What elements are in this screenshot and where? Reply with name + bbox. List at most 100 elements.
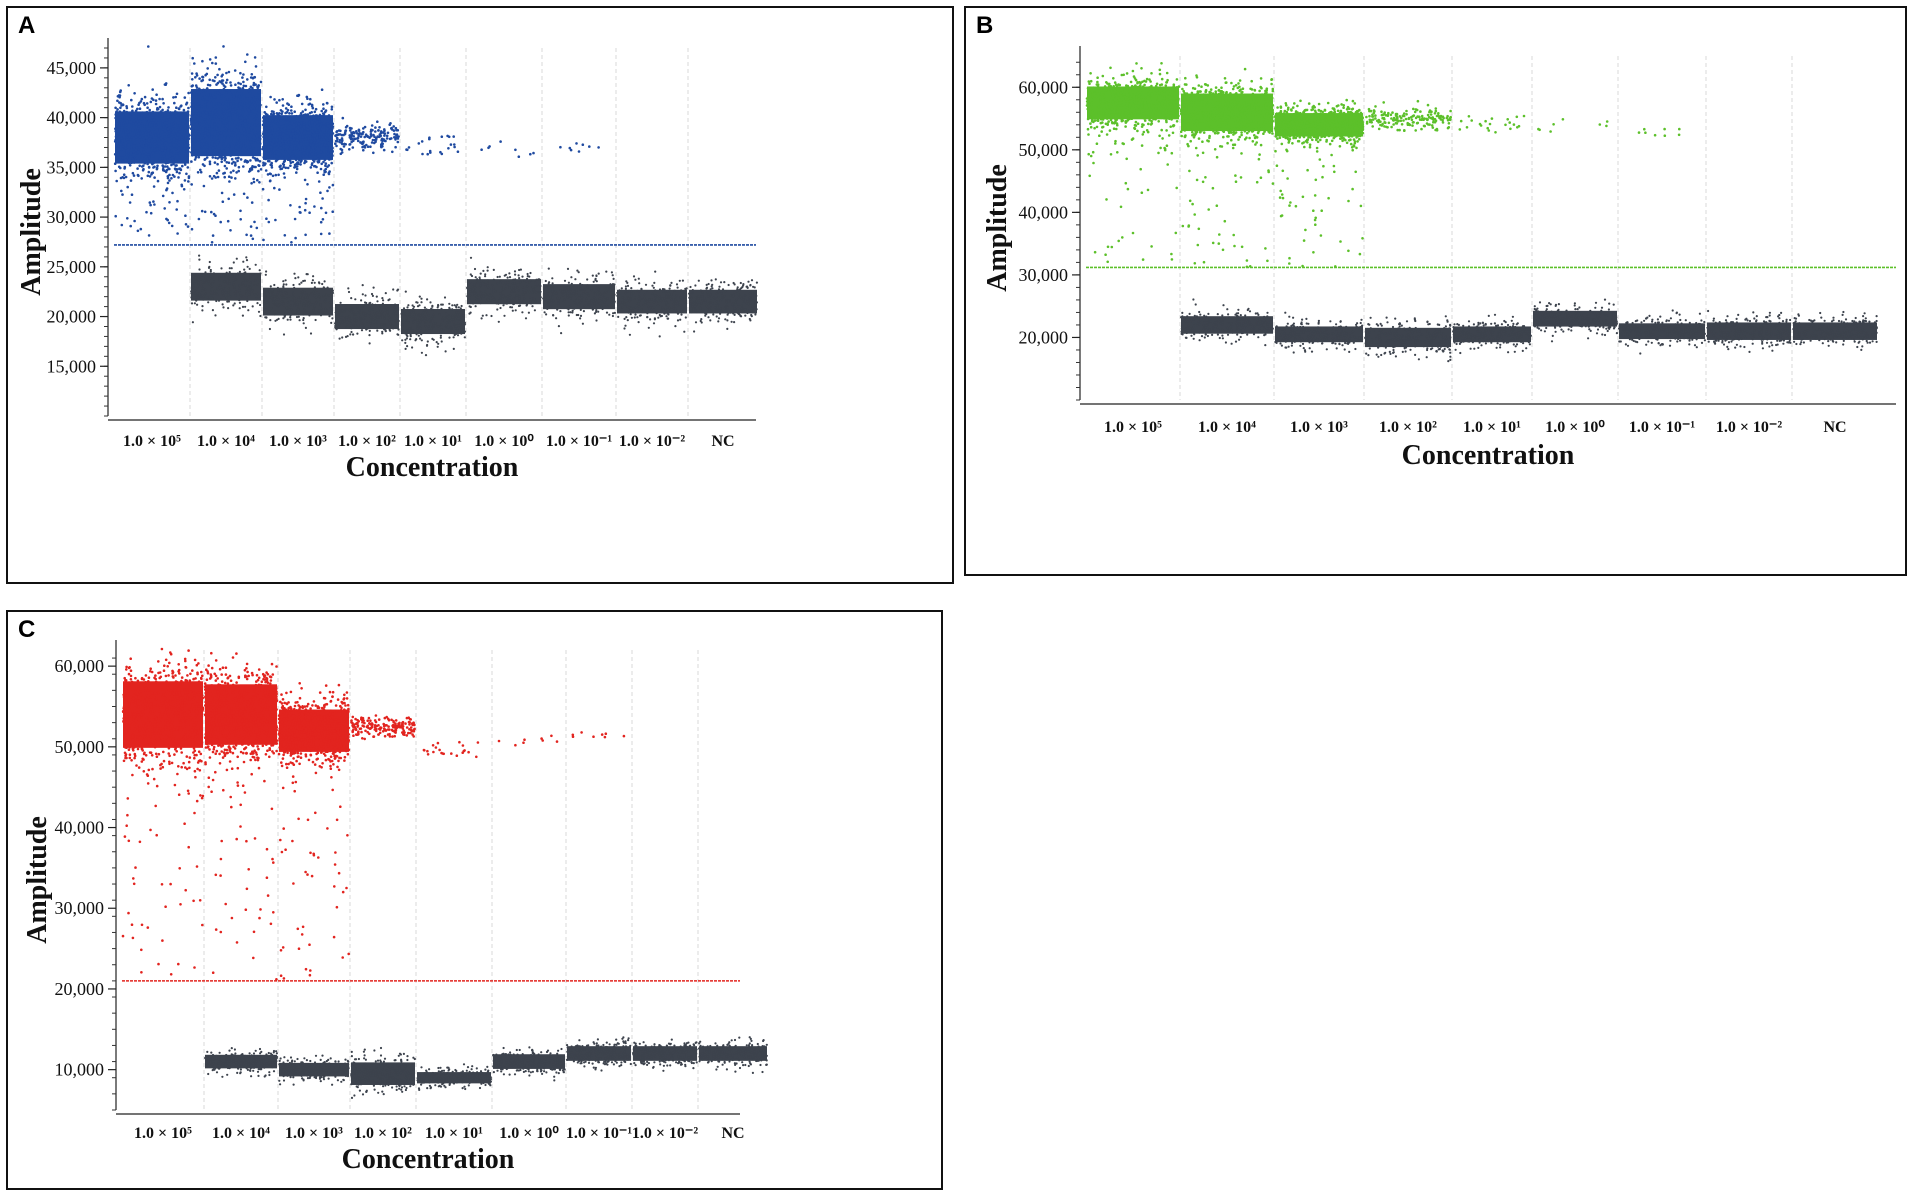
positive-droplet: [148, 156, 151, 160]
positive-droplet: [304, 201, 307, 205]
positive-droplet: [246, 196, 249, 199]
positive-droplet: [115, 134, 119, 137]
negative-droplet: [434, 322, 437, 325]
positive-droplet: [394, 126, 398, 130]
negative-droplet: [295, 315, 299, 319]
positive-droplet: [306, 152, 310, 156]
positive-droplet: [179, 142, 183, 146]
positive-droplet: [373, 135, 376, 138]
negative-droplet: [341, 336, 344, 339]
positive-droplet: [168, 143, 172, 147]
positive-droplet: [268, 179, 272, 183]
negative-droplet: [572, 288, 575, 291]
negative-droplet: [221, 290, 224, 293]
negative-droplet: [638, 293, 641, 296]
negative-droplet: [619, 301, 622, 304]
positive-droplet: [303, 149, 306, 152]
positive-droplet: [559, 145, 562, 149]
positive-droplet: [215, 105, 219, 109]
positive-droplet: [191, 106, 195, 109]
positive-droplet: [301, 116, 304, 120]
negative-droplet: [604, 290, 607, 293]
negative-droplet: [360, 329, 364, 332]
positive-droplet: [134, 109, 138, 113]
positive-droplet: [339, 147, 343, 151]
negative-droplet: [422, 310, 425, 314]
positive-droplet: [243, 101, 246, 105]
positive-droplet: [200, 136, 203, 139]
negative-droplet: [265, 270, 268, 273]
positive-droplet: [246, 118, 250, 121]
positive-droplet: [241, 76, 244, 79]
positive-droplet: [152, 185, 156, 188]
positive-droplet: [308, 120, 311, 124]
negative-droplet: [243, 277, 246, 280]
positive-droplet: [192, 125, 196, 129]
positive-droplet: [126, 185, 129, 189]
positive-droplet: [281, 162, 285, 166]
positive-droplet: [325, 148, 328, 151]
negative-droplet: [246, 279, 249, 282]
negative-droplet: [591, 274, 594, 277]
positive-droplet: [130, 145, 133, 148]
positive-droplet: [299, 112, 303, 115]
negative-droplet: [603, 305, 606, 308]
positive-droplet: [271, 129, 274, 132]
positive-droplet: [391, 150, 394, 154]
positive-droplet: [116, 99, 119, 103]
positive-droplet: [242, 103, 246, 107]
negative-droplet: [539, 298, 542, 302]
positive-droplet: [187, 143, 190, 146]
positive-droplet: [299, 163, 302, 166]
positive-droplet: [239, 218, 242, 221]
negative-droplet: [571, 309, 574, 312]
negative-droplet: [416, 327, 419, 330]
positive-droplet: [303, 178, 307, 182]
negative-droplet: [382, 299, 385, 302]
positive-droplet: [227, 175, 231, 178]
positive-droplet: [226, 151, 229, 154]
negative-droplet: [580, 299, 584, 302]
positive-droplet: [166, 127, 170, 131]
negative-droplet: [640, 308, 643, 311]
positive-droplet: [328, 149, 331, 152]
negative-droplet: [416, 319, 419, 322]
negative-droplet: [554, 290, 557, 293]
positive-droplet: [155, 151, 159, 154]
negative-droplet: [276, 318, 279, 321]
negative-droplet: [204, 292, 208, 295]
positive-droplet: [335, 136, 339, 140]
negative-droplet: [205, 274, 208, 277]
negative-droplet: [621, 306, 624, 309]
positive-droplet: [120, 223, 124, 227]
positive-droplet: [256, 85, 260, 88]
positive-droplet: [208, 141, 211, 145]
positive-droplet: [320, 138, 324, 141]
positive-droplet: [328, 129, 332, 132]
negative-droplet: [190, 290, 193, 293]
negative-droplet: [545, 313, 548, 316]
negative-droplet: [496, 282, 499, 285]
negative-droplet: [311, 279, 314, 282]
positive-droplet: [197, 217, 201, 221]
negative-droplet: [438, 313, 441, 316]
positive-droplet: [322, 133, 325, 136]
positive-droplet: [392, 125, 396, 128]
negative-droplet: [475, 298, 478, 301]
positive-droplet: [252, 147, 255, 150]
negative-droplet: [545, 285, 548, 288]
positive-droplet: [123, 139, 127, 143]
positive-droplet: [136, 167, 139, 170]
negative-droplet: [617, 303, 620, 306]
positive-droplet: [249, 159, 252, 162]
positive-droplet: [238, 87, 241, 90]
positive-droplet: [153, 165, 156, 169]
negative-droplet: [212, 280, 215, 283]
positive-droplet: [181, 127, 184, 131]
negative-droplet: [578, 294, 581, 297]
negative-droplet: [346, 323, 349, 326]
positive-droplet: [241, 95, 245, 99]
positive-droplet: [194, 156, 198, 159]
negative-droplet: [302, 279, 305, 283]
negative-droplet: [551, 296, 554, 300]
